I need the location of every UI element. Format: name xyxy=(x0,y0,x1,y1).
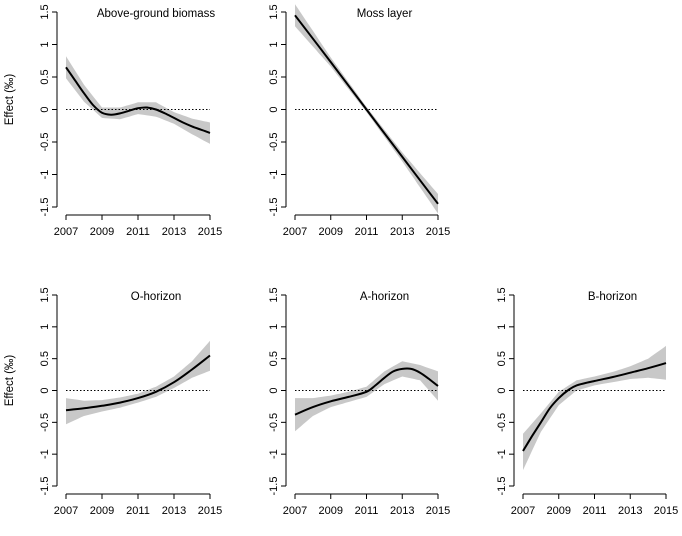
y-tick-label: 1 xyxy=(39,41,51,47)
x-tick-label: 2007 xyxy=(54,505,78,517)
y-tick-label: 1 xyxy=(39,324,51,330)
x-tick-label: 2007 xyxy=(54,226,78,238)
x-tick-label: 2009 xyxy=(319,505,343,517)
x-tick-label: 2009 xyxy=(90,226,114,238)
fit-line xyxy=(294,367,439,416)
panel-title: Moss layer xyxy=(357,8,413,20)
y-tick-label: -1.5 xyxy=(496,477,508,496)
confidence-band xyxy=(295,361,438,432)
x-tick-label: 2009 xyxy=(547,505,571,517)
y-tick-label: -1 xyxy=(39,170,51,180)
x-tick-label: 2007 xyxy=(511,505,535,517)
y-tick-label: 1 xyxy=(268,324,280,330)
y-tick-label: 0 xyxy=(268,106,280,112)
y-tick-label: -0.5 xyxy=(496,413,508,432)
x-tick-label: 2015 xyxy=(654,505,678,517)
y-tick-label: -1 xyxy=(39,449,51,459)
confidence-band xyxy=(66,56,210,144)
y-tick-label: 1 xyxy=(268,41,280,47)
y-tick-label: 0.5 xyxy=(496,351,508,366)
y-tick-label: 0.5 xyxy=(39,351,51,366)
y-tick-label: 1 xyxy=(496,324,508,330)
x-tick-label: 2013 xyxy=(390,505,414,517)
y-tick-label: 0 xyxy=(268,387,280,393)
panel-title: A-horizon xyxy=(360,291,409,303)
y-tick-label: -0.5 xyxy=(39,133,51,152)
y-tick-label: -1.5 xyxy=(268,198,280,217)
x-tick-label: 2015 xyxy=(426,226,450,238)
x-tick-label: 2007 xyxy=(283,505,307,517)
panel-title: Above-ground biomass xyxy=(97,8,216,20)
fit-line xyxy=(294,14,439,205)
fit-line xyxy=(522,362,667,452)
x-tick-label: 2011 xyxy=(355,505,379,517)
y-tick-label: -1 xyxy=(268,449,280,459)
x-tick-label: 2011 xyxy=(126,226,150,238)
y-tick-label: -1.5 xyxy=(39,198,51,217)
y-axis-label: Effect (‰) xyxy=(4,355,16,407)
y-tick-label: 0 xyxy=(39,387,51,393)
y-tick-label: -1.5 xyxy=(39,477,51,496)
panel-title: O-horizon xyxy=(131,291,182,303)
y-tick-label: -0.5 xyxy=(39,413,51,432)
y-tick-label: -1.5 xyxy=(268,477,280,496)
x-tick-label: 2011 xyxy=(583,505,607,517)
x-tick-label: 2007 xyxy=(283,226,307,238)
x-tick-label: 2013 xyxy=(162,505,186,517)
x-tick-label: 2013 xyxy=(390,226,414,238)
x-tick-label: 2013 xyxy=(162,226,186,238)
x-tick-label: 2015 xyxy=(198,226,222,238)
confidence-band xyxy=(523,345,666,471)
x-tick-label: 2009 xyxy=(90,505,114,517)
y-tick-label: 1.5 xyxy=(268,4,280,19)
y-tick-label: 1.5 xyxy=(496,287,508,302)
confidence-band xyxy=(66,340,210,425)
y-tick-label: -1 xyxy=(496,449,508,459)
x-tick-label: 2011 xyxy=(126,505,150,517)
y-tick-label: -1 xyxy=(268,170,280,180)
x-tick-label: 2013 xyxy=(618,505,642,517)
y-tick-label: -0.5 xyxy=(268,133,280,152)
y-tick-label: 0.5 xyxy=(39,69,51,84)
y-tick-label: 0.5 xyxy=(268,69,280,84)
panel-title: B-horizon xyxy=(588,291,637,303)
y-tick-label: 1.5 xyxy=(268,287,280,302)
y-tick-label: 0.5 xyxy=(268,351,280,366)
x-tick-label: 2015 xyxy=(198,505,222,517)
fit-line xyxy=(65,66,211,134)
x-tick-label: 2011 xyxy=(355,226,379,238)
y-tick-label: 0 xyxy=(39,106,51,112)
fit-line xyxy=(65,354,211,412)
y-tick-label: 0 xyxy=(496,387,508,393)
y-tick-label: 1.5 xyxy=(39,287,51,302)
y-tick-label: 1.5 xyxy=(39,4,51,19)
x-tick-label: 2009 xyxy=(319,226,343,238)
x-tick-label: 2015 xyxy=(426,505,450,517)
y-tick-label: -0.5 xyxy=(268,413,280,432)
y-axis-label: Effect (‰) xyxy=(4,74,16,126)
